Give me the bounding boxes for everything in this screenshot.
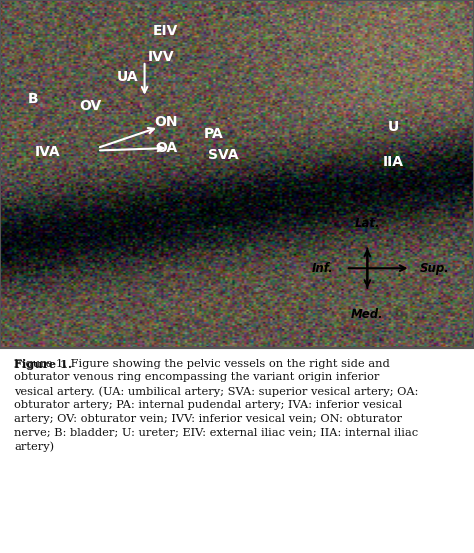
Text: ON: ON (154, 115, 178, 129)
Text: OA: OA (155, 141, 177, 155)
Text: PA: PA (203, 127, 223, 141)
Text: Figure 1.: Figure 1. (14, 359, 72, 369)
Text: Lat.: Lat. (355, 217, 380, 230)
Text: IVA: IVA (35, 144, 60, 159)
Text: Figure 1. Figure showing the pelvic vessels on the right side and
obturator veno: Figure 1. Figure showing the pelvic vess… (14, 359, 419, 452)
Text: OV: OV (79, 99, 101, 113)
Text: Sup.: Sup. (420, 262, 450, 275)
Text: EIV: EIV (153, 24, 179, 38)
Text: SVA: SVA (208, 148, 238, 162)
Text: IIA: IIA (383, 155, 404, 169)
Text: Med.: Med. (351, 307, 383, 321)
Text: Inf.: Inf. (312, 262, 334, 275)
Text: UA: UA (117, 70, 139, 84)
Text: IVV: IVV (148, 50, 174, 65)
Text: U: U (388, 120, 399, 134)
Text: B: B (28, 92, 38, 106)
